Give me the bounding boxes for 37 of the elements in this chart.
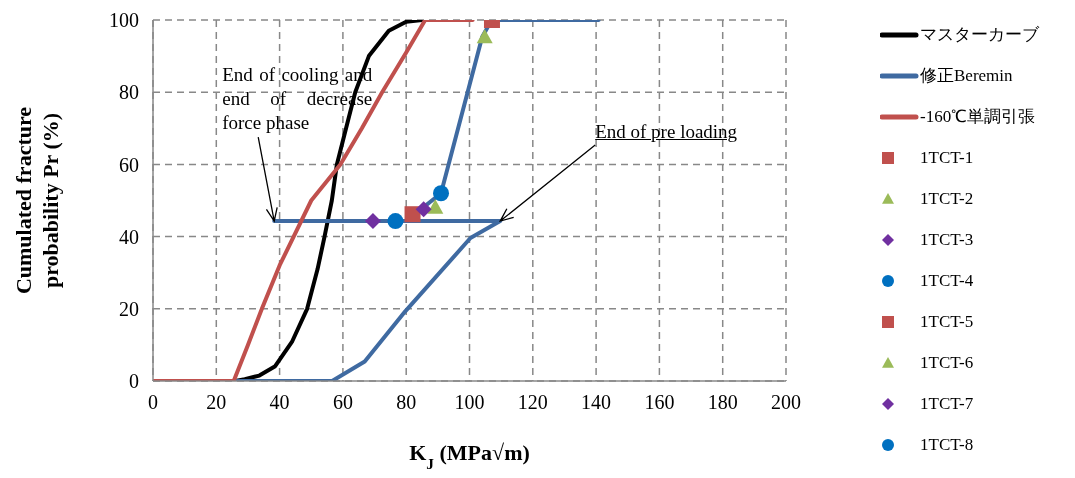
legend-label: 1TCT-1 bbox=[920, 147, 974, 168]
point bbox=[427, 199, 444, 214]
legend-label: マスターカーブ bbox=[920, 24, 1039, 46]
legend-label: 修正Beremin bbox=[920, 65, 1013, 87]
x-tick-label: 160 bbox=[644, 391, 675, 414]
x-tick-label: 180 bbox=[707, 391, 738, 414]
x-tick-label: 40 bbox=[269, 391, 290, 414]
legend-label: 1TCT-6 bbox=[920, 352, 974, 373]
x-axis-title: K$_{J}$ (MPa√m) bbox=[409, 440, 530, 472]
x-tick-label: 0 bbox=[148, 391, 158, 414]
legend-label: -160℃単調引張 bbox=[920, 106, 1036, 128]
legend-label: 1TCT-7 bbox=[920, 393, 974, 414]
y-tick-label: 20 bbox=[119, 297, 139, 320]
legend-label: 1TCT-4 bbox=[920, 270, 974, 291]
point bbox=[476, 28, 493, 44]
point bbox=[433, 185, 450, 202]
x-tick-label: 80 bbox=[396, 391, 417, 414]
y-tick-label: 40 bbox=[119, 225, 139, 248]
y-tick-label: 80 bbox=[119, 81, 139, 104]
legend-label: 1TCT-3 bbox=[920, 229, 974, 250]
x-tick-label: 120 bbox=[517, 391, 548, 414]
y-axis-title: Cumulated fracture probability Pr (%) bbox=[11, 106, 63, 295]
point bbox=[387, 213, 404, 230]
x-tick-label: 200 bbox=[771, 391, 801, 414]
annotation: End of pre loading bbox=[595, 121, 738, 144]
legend-label: 1TCT-2 bbox=[920, 188, 974, 209]
x-tick-label: 60 bbox=[332, 391, 353, 414]
legend-label: 1TCT-8 bbox=[920, 434, 974, 455]
y-tick-label: 60 bbox=[119, 153, 139, 176]
legend-label: 1TCT-5 bbox=[920, 311, 974, 332]
y-tick-label: 0 bbox=[129, 370, 139, 393]
point bbox=[415, 201, 432, 218]
x-tick-label: 20 bbox=[206, 391, 227, 414]
point bbox=[364, 213, 381, 230]
y-tick-label: 100 bbox=[109, 9, 139, 32]
x-tick-label: 140 bbox=[581, 391, 612, 414]
x-tick-label: 100 bbox=[454, 391, 485, 414]
